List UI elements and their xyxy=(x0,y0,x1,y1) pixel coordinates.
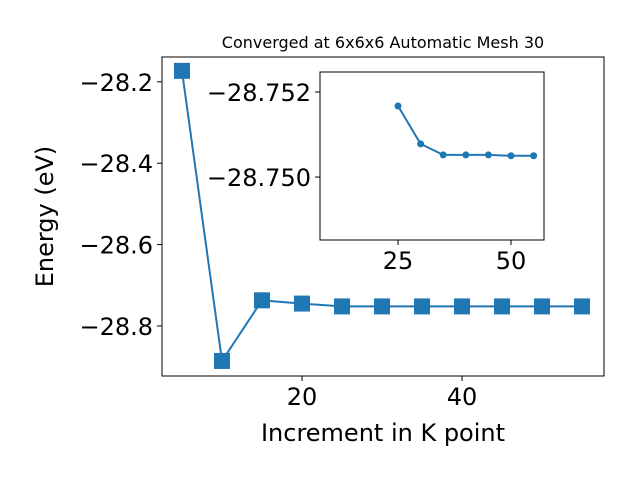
marker xyxy=(439,151,447,159)
axes-frame xyxy=(161,56,605,377)
y-tick-label: −28.2 xyxy=(79,69,153,97)
marker xyxy=(174,62,190,79)
axes-frame xyxy=(319,71,545,241)
marker xyxy=(417,140,425,148)
y-tick-label: −28.4 xyxy=(79,150,153,178)
marker xyxy=(534,298,550,315)
chart-title: Converged at 6x6x6 Automatic Mesh 30 xyxy=(222,33,544,52)
y-tick-label: −28.752 xyxy=(207,79,311,107)
marker xyxy=(214,352,230,369)
marker xyxy=(530,152,538,160)
marker xyxy=(414,298,430,315)
x-axis-label: Increment in K point xyxy=(261,419,505,447)
marker xyxy=(394,102,402,110)
x-tick-label: 25 xyxy=(383,247,414,275)
x-tick-label: 20 xyxy=(287,383,318,411)
marker xyxy=(374,298,390,315)
marker xyxy=(294,295,310,312)
marker xyxy=(454,298,470,315)
marker xyxy=(574,298,590,315)
x-tick-label: 50 xyxy=(496,247,527,275)
marker xyxy=(334,298,350,315)
y-tick-label: −28.750 xyxy=(207,164,311,192)
marker xyxy=(484,151,492,159)
marker xyxy=(254,292,270,309)
y-axis-label: Energy (eV) xyxy=(31,146,59,288)
marker xyxy=(507,152,515,160)
marker xyxy=(494,298,510,315)
x-tick-label: 40 xyxy=(447,383,478,411)
plot-clip xyxy=(174,62,590,369)
plot-clip xyxy=(394,102,538,160)
y-tick-label: −28.8 xyxy=(79,313,153,341)
y-tick-label: −28.6 xyxy=(79,232,153,260)
marker xyxy=(462,151,470,159)
